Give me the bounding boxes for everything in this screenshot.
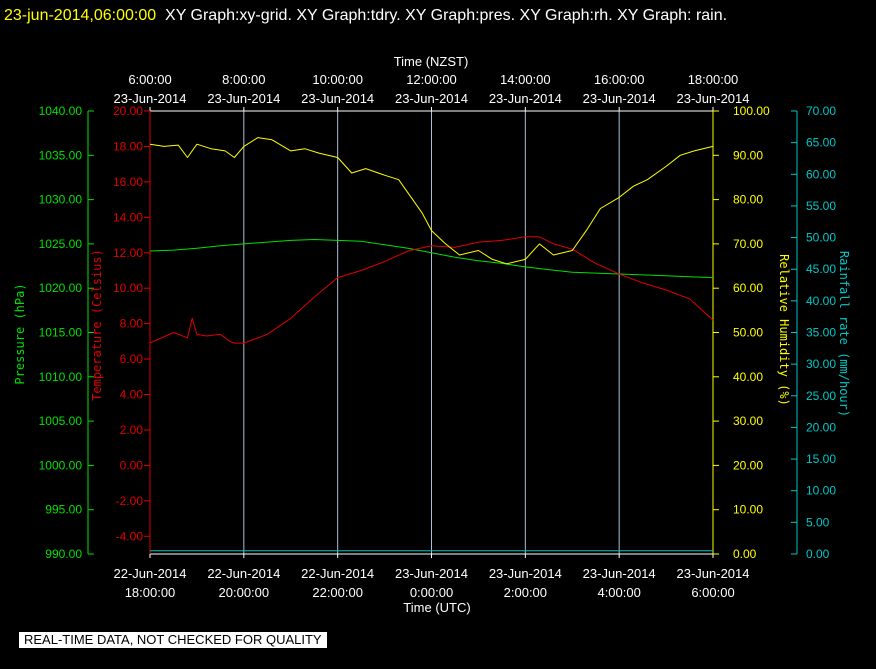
humidity-tick-label: 90.00 (733, 148, 763, 162)
x-bottom-tick-date: 22-Jun-2014 (301, 566, 374, 581)
rain-tick-label: 5.00 (806, 515, 830, 529)
x-bottom-tick-label: 20:00:00 (219, 585, 270, 600)
rain-tick-label: 70.00 (806, 104, 836, 118)
temperature-tick-label: 18.00 (113, 139, 143, 153)
pressure-tick-label: 1040.00 (39, 104, 83, 118)
rain-tick-label: 0.00 (806, 547, 830, 561)
temperature-axis-label: Temperature (Celsius) (90, 249, 104, 401)
x-bottom-tick-date: 23-Jun-2014 (677, 566, 750, 581)
series-lines (149, 137, 714, 552)
x-bottom-tick-label: 22:00:00 (312, 585, 363, 600)
humidity-tick-label: 100.00 (733, 104, 770, 118)
x-top-tick-date: 23-Jun-2014 (114, 91, 187, 106)
temperature-tick-label: 8.00 (120, 317, 144, 331)
temperature-tick-label: 6.00 (120, 352, 144, 366)
series-rh (149, 137, 714, 265)
x-bottom-tick-label: 2:00:00 (504, 585, 547, 600)
pressure-tick-label: 1020.00 (39, 281, 83, 295)
x-top-tick-date: 23-Jun-2014 (677, 91, 750, 106)
x-top-tick-label: 14:00:00 (500, 72, 551, 87)
rain-tick-label: 20.00 (806, 420, 836, 434)
x-bottom-tick-label: 18:00:00 (125, 585, 176, 600)
temperature-tick-label: 16.00 (113, 175, 143, 189)
x-bottom-tick-date: 23-Jun-2014 (583, 566, 656, 581)
header-title: XY Graph:xy-grid. XY Graph:tdry. XY Grap… (165, 7, 728, 24)
x-bottom-tick-date: 23-Jun-2014 (489, 566, 562, 581)
series-tdry (149, 236, 714, 344)
humidity-tick-label: 10.00 (733, 503, 763, 517)
x-bottom-axis-label: Time (UTC) (403, 600, 470, 615)
chart-header: 23-jun-2014,06:00:00 XY Graph:xy-grid. X… (4, 2, 870, 30)
x-top-tick-label: 12:00:00 (406, 72, 457, 87)
x-bottom-tick-date: 22-Jun-2014 (207, 566, 280, 581)
rain-tick-label: 25.00 (806, 389, 836, 403)
x-top-tick-label: 6:00:00 (128, 72, 171, 87)
x-bottom-tick-label: 0:00:00 (410, 585, 453, 600)
temperature-tick-label: 12.00 (113, 246, 143, 260)
pressure-tick-label: 1005.00 (39, 414, 83, 428)
x-top-axis-label: Time (NZST) (394, 54, 469, 69)
rain-tick-label: 15.00 (806, 452, 836, 466)
x-top-tick-date: 23-Jun-2014 (583, 91, 656, 106)
humidity-tick-label: 0.00 (733, 547, 757, 561)
header-timestamp: 23-jun-2014,06:00:00 (4, 7, 157, 24)
x-top-tick-label: 18:00:00 (688, 72, 739, 87)
x-bottom-tick-label: 4:00:00 (597, 585, 640, 600)
pressure-tick-label: 1030.00 (39, 193, 83, 207)
x-top-tick-date: 23-Jun-2014 (207, 91, 280, 106)
pressure-tick-label: 1000.00 (39, 458, 83, 472)
temperature-tick-label: 0.00 (120, 458, 144, 472)
x-top-tick-label: 10:00:00 (312, 72, 363, 87)
x-top-tick-date: 23-Jun-2014 (395, 91, 468, 106)
rain-tick-label: 40.00 (806, 294, 836, 308)
humidity-tick-label: 50.00 (733, 326, 763, 340)
temperature-tick-label: -4.00 (116, 529, 144, 543)
rain-tick-label: 55.00 (806, 199, 836, 213)
quality-notice: REAL-TIME DATA, NOT CHECKED FOR QUALITY (19, 632, 327, 648)
rain-tick-label: 30.00 (806, 357, 836, 371)
pressure-tick-label: 1015.00 (39, 326, 83, 340)
temperature-tick-label: 14.00 (113, 210, 143, 224)
x-bottom-tick-date: 22-Jun-2014 (114, 566, 187, 581)
temperature-tick-label: 4.00 (120, 388, 144, 402)
pressure-tick-label: 1035.00 (39, 148, 83, 162)
x-bottom-tick-date: 23-Jun-2014 (395, 566, 468, 581)
rain-tick-label: 65.00 (806, 136, 836, 150)
x-top-tick-date: 23-Jun-2014 (489, 91, 562, 106)
temperature-tick-label: 2.00 (120, 423, 144, 437)
humidity-axis-label: Relative Humidity (%) (777, 254, 791, 406)
pressure-tick-label: 1010.00 (39, 370, 83, 384)
humidity-tick-label: 20.00 (733, 458, 763, 472)
x-top-tick-label: 16:00:00 (594, 72, 645, 87)
humidity-tick-label: 60.00 (733, 281, 763, 295)
temperature-tick-label: 10.00 (113, 281, 143, 295)
pressure-axis-label: Pressure (hPa) (13, 283, 27, 384)
temperature-tick-label: 20.00 (113, 104, 143, 118)
plot-frame (149, 107, 714, 558)
pressure-tick-label: 995.00 (45, 503, 82, 517)
rain-tick-label: 60.00 (806, 167, 836, 181)
rain-tick-label: 50.00 (806, 231, 836, 245)
rain-tick-label: 35.00 (806, 326, 836, 340)
grid-lines (243, 111, 620, 554)
humidity-tick-label: 70.00 (733, 237, 763, 251)
x-bottom-tick-label: 6:00:00 (691, 585, 734, 600)
humidity-tick-label: 30.00 (733, 414, 763, 428)
rain-tick-label: 10.00 (806, 484, 836, 498)
humidity-tick-label: 40.00 (733, 370, 763, 384)
humidity-tick-label: 80.00 (733, 193, 763, 207)
rain-tick-label: 45.00 (806, 262, 836, 276)
rain-axis-label: Rainfall rate (mm/hour) (837, 251, 851, 417)
pressure-tick-label: 1025.00 (39, 237, 83, 251)
temperature-tick-label: -2.00 (116, 494, 144, 508)
x-top-tick-date: 23-Jun-2014 (301, 91, 374, 106)
pressure-tick-label: 990.00 (45, 547, 82, 561)
x-top-tick-label: 8:00:00 (222, 72, 265, 87)
axes: 6:00:00 23-Jun-2014 22-Jun-2014 18:00:00 8:0… (39, 72, 837, 600)
